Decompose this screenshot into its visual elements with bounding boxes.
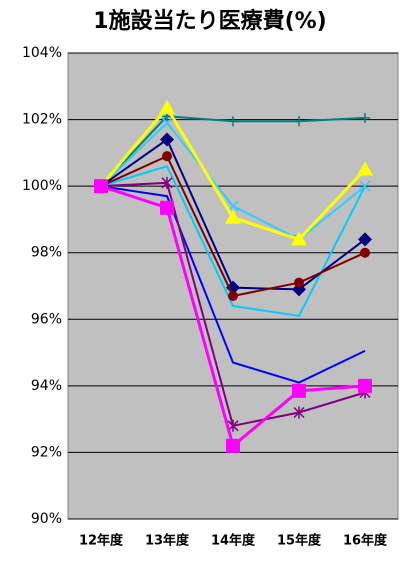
marker xyxy=(159,99,175,114)
x-tick-label: 16年度 xyxy=(343,533,388,549)
marker xyxy=(162,151,172,162)
marker xyxy=(358,378,372,393)
y-tick-label: 96% xyxy=(31,311,62,327)
marker xyxy=(228,116,238,127)
y-tick-label: 94% xyxy=(31,378,62,394)
marker xyxy=(292,383,306,398)
y-tick-label: 104% xyxy=(22,45,62,61)
marker xyxy=(228,290,238,301)
y-tick-label: 100% xyxy=(22,178,62,194)
chart-title: 1施設当たり医療費(%) xyxy=(93,8,326,34)
y-tick-label: 102% xyxy=(22,112,62,128)
marker xyxy=(161,117,173,129)
y-tick-label: 98% xyxy=(31,245,62,261)
marker xyxy=(226,438,240,453)
marker xyxy=(358,232,372,247)
marker xyxy=(360,112,370,123)
marker xyxy=(160,200,174,215)
marker xyxy=(357,161,373,176)
marker xyxy=(94,179,108,194)
marker xyxy=(225,209,241,224)
marker xyxy=(359,180,371,192)
marker xyxy=(160,132,174,147)
marker xyxy=(161,176,173,189)
x-tick-label: 15年度 xyxy=(277,533,322,549)
y-tick-label: 90% xyxy=(31,511,62,527)
x-tick-label: 14年度 xyxy=(211,533,256,549)
x-tick-label: 12年度 xyxy=(79,533,124,549)
y-tick-label: 92% xyxy=(31,444,62,460)
series-line xyxy=(100,185,366,384)
marker xyxy=(293,406,305,419)
x-tick-label: 13年度 xyxy=(145,533,190,549)
marker xyxy=(226,280,240,295)
marker xyxy=(360,247,370,258)
marker xyxy=(294,116,304,127)
marker xyxy=(291,231,307,246)
marker xyxy=(294,277,304,288)
